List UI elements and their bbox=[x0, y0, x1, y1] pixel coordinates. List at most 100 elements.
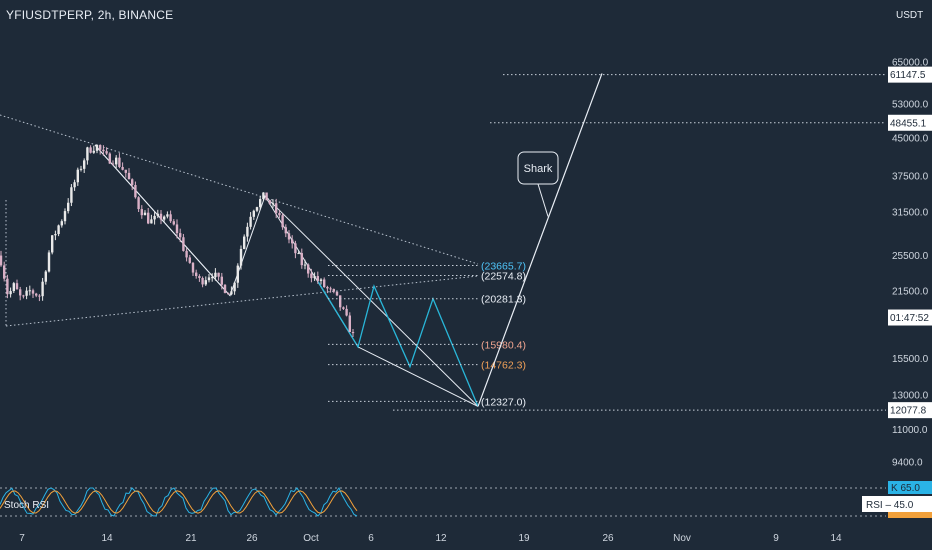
indicator-name: Stoch RSI bbox=[4, 500, 49, 511]
candle-body bbox=[83, 160, 86, 169]
x-tick-label: 12 bbox=[435, 533, 447, 544]
candle-body bbox=[217, 272, 220, 277]
candle-body bbox=[214, 272, 217, 278]
candle-body bbox=[131, 179, 134, 186]
candle-body bbox=[31, 290, 35, 294]
candle-body bbox=[163, 216, 166, 220]
candle-body bbox=[207, 277, 211, 281]
level-label: (12327.0) bbox=[481, 396, 526, 408]
candle-body bbox=[95, 145, 99, 151]
candle-body bbox=[294, 243, 297, 254]
level-label: (14762.3) bbox=[481, 360, 526, 372]
candle-body bbox=[348, 315, 351, 333]
candle-body bbox=[342, 307, 345, 309]
candle-body bbox=[287, 233, 291, 240]
candle-body bbox=[307, 264, 310, 274]
candle-body bbox=[150, 219, 153, 224]
candle-body bbox=[319, 279, 323, 281]
x-tick-label: 7 bbox=[19, 533, 25, 544]
y-tick-label: 45000.0 bbox=[892, 134, 929, 145]
x-tick-label: Nov bbox=[673, 533, 691, 544]
candle-body bbox=[185, 250, 188, 258]
candle-body bbox=[303, 264, 307, 266]
x-tick-label: 6 bbox=[368, 533, 374, 544]
stoch-d-line bbox=[0, 490, 358, 514]
price-tag bbox=[888, 309, 932, 326]
x-tick-label: Oct bbox=[303, 533, 319, 544]
candle-body bbox=[25, 290, 28, 296]
x-tick-label: 19 bbox=[518, 533, 530, 544]
candle-body bbox=[12, 283, 15, 292]
y-tick-label: 11000.0 bbox=[892, 425, 928, 436]
candle-body bbox=[265, 192, 268, 201]
candle-body bbox=[281, 215, 284, 228]
candle-body bbox=[227, 292, 230, 295]
x-tick-label: 14 bbox=[101, 533, 113, 544]
y-tick-label: 13000.0 bbox=[892, 390, 929, 401]
candle-body bbox=[249, 216, 252, 227]
price-tag-label: 12077.8 bbox=[890, 406, 927, 417]
shark-projection-line bbox=[477, 73, 603, 407]
chart-title: YFIUSDTPERP, 2h, BINANCE bbox=[6, 8, 174, 22]
candle-body bbox=[6, 278, 9, 295]
candle-body bbox=[38, 295, 41, 297]
candle-body bbox=[156, 213, 159, 216]
candle-body bbox=[140, 209, 143, 216]
candle-body bbox=[316, 276, 319, 281]
candle-body bbox=[73, 182, 76, 188]
pattern-leg-xa bbox=[94, 144, 231, 297]
y-tick-label: 37500.0 bbox=[892, 171, 929, 182]
y-tick-label: 31500.0 bbox=[892, 207, 929, 218]
stoch-d-tag bbox=[888, 512, 932, 518]
candle-body bbox=[19, 289, 22, 296]
candle-body bbox=[79, 168, 83, 170]
candle-body bbox=[118, 157, 121, 167]
candle-body bbox=[0, 255, 3, 266]
candle-body bbox=[169, 214, 172, 222]
candle-body bbox=[329, 288, 332, 290]
candle-body bbox=[211, 277, 214, 279]
candle-body bbox=[204, 280, 207, 285]
candle-body bbox=[239, 248, 243, 266]
x-tick-label: 14 bbox=[830, 533, 842, 544]
stoch-k-line bbox=[0, 487, 358, 517]
candle-body bbox=[246, 226, 249, 237]
projection-path bbox=[317, 281, 479, 407]
candle-body bbox=[223, 284, 227, 293]
candle-body bbox=[137, 197, 140, 210]
candle-body bbox=[262, 192, 265, 200]
candle-body bbox=[243, 236, 246, 249]
candle-body bbox=[172, 221, 175, 225]
candle-body bbox=[70, 187, 73, 203]
candle-body bbox=[153, 215, 156, 220]
candle-body bbox=[297, 253, 300, 255]
rsi-tag-label: RSI – 45.0 bbox=[866, 500, 914, 511]
y-tick-label: 53000.0 bbox=[892, 100, 929, 111]
candle-body bbox=[332, 289, 335, 292]
candle-body bbox=[51, 235, 54, 253]
level-label: (23665.7) bbox=[481, 261, 526, 273]
candle-body bbox=[326, 286, 329, 289]
candle-body bbox=[278, 213, 281, 216]
candle-body bbox=[111, 163, 115, 165]
candle-body bbox=[201, 277, 204, 285]
y-tick-label: 9400.0 bbox=[892, 458, 923, 469]
candle-body bbox=[134, 185, 137, 198]
y-tick-label: 25500.0 bbox=[892, 251, 929, 262]
candle-body bbox=[179, 233, 182, 238]
candle-body bbox=[195, 272, 198, 277]
shark-annotation: Shark bbox=[524, 163, 553, 175]
candle-body bbox=[28, 290, 31, 292]
candle-body bbox=[252, 210, 255, 217]
candle-body bbox=[102, 149, 105, 152]
pattern-leg-cd bbox=[264, 195, 479, 407]
candle-body bbox=[54, 234, 57, 236]
price-tag-label: 48455.1 bbox=[890, 118, 927, 129]
y-tick-label: 15500.0 bbox=[892, 354, 929, 365]
candle-body bbox=[22, 295, 25, 297]
candle-body bbox=[182, 237, 185, 251]
price-tag bbox=[888, 402, 932, 419]
y-tick-label: 65000.0 bbox=[892, 58, 929, 69]
candle-body bbox=[284, 227, 287, 234]
